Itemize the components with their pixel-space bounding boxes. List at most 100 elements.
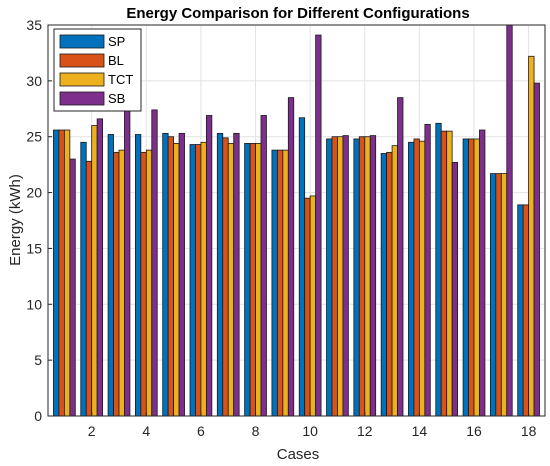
bar-bl-case-17 [495,173,502,417]
bar-sb-case-15 [451,162,459,417]
x-tick-label: 10 [302,423,318,439]
y-tick-label: 30 [26,73,42,89]
bar-tct-case-5 [173,143,180,417]
y-tick-label: 25 [26,129,42,145]
bar-sb-case-6 [205,115,213,417]
bar-sb-case-8 [260,115,267,417]
bar-sp-case-9 [271,149,278,417]
bar-tct-case-6 [200,141,207,417]
x-tick-label: 18 [521,423,537,439]
bar-bl-case-2 [85,160,93,417]
y-tick-label: 5 [34,352,42,368]
x-axis-label: Cases [277,446,320,463]
bar-tct-case-12 [364,136,371,417]
bar-sp-case-1 [53,129,60,417]
legend-label-bl: BL [108,53,124,68]
bar-sp-case-13 [380,153,388,417]
bar-sp-case-6 [189,144,196,417]
bar-tct-case-9 [282,149,289,417]
bar-bl-case-14 [413,138,420,417]
bar-bl-case-5 [167,136,175,417]
bar-tct-case-8 [255,143,262,417]
bar-bl-case-12 [358,136,366,417]
chart-title: Energy Comparison for Different Configur… [126,5,469,22]
bar-bl-case-6 [195,144,202,417]
bar-bl-case-7 [222,137,229,417]
bar-sb-case-7 [233,132,240,417]
bar-sp-case-8 [244,143,251,417]
x-tick-label: 2 [88,423,96,439]
bar-bl-case-18 [522,204,530,417]
bar-sp-case-3 [107,134,114,417]
legend-swatch-bl [59,53,105,68]
legend-label-tct: TCT [108,72,133,87]
y-axis-label: Energy (kWh) [7,174,24,266]
bar-sb-case-16 [479,129,486,417]
bars [53,24,540,417]
legend-swatch-tct [59,72,105,87]
x-tick-label: 12 [357,423,373,439]
y-axis-ticks: 0 5 10 15 20 25 30 35 [26,17,52,424]
bar-sp-case-5 [162,132,169,417]
bar-sb-case-2 [96,118,104,417]
bar-sp-case-11 [326,138,333,417]
bar-sb-case-10 [315,34,322,417]
y-tick-label: 35 [26,17,42,33]
bar-sp-case-14 [408,141,415,417]
bar-sb-case-9 [287,97,295,417]
bar-sb-case-18 [533,82,540,417]
bar-tct-case-3 [118,149,125,417]
legend-label-sb: SB [108,91,125,106]
bar-bl-case-11 [331,136,338,417]
bar-sb-case-13 [397,97,404,417]
y-tick-label: 15 [26,240,42,256]
bar-sb-case-3 [124,109,131,417]
bar-tct-case-13 [391,145,398,417]
bar-sb-case-5 [178,132,185,417]
bar-bl-case-3 [113,151,120,417]
bar-tct-case-15 [446,130,453,417]
y-tick-label: 20 [26,185,42,201]
legend: SP BL TCT SB [53,28,142,112]
x-axis-ticks: 2 4 6 8 10 12 14 16 18 [88,412,537,439]
bar-sp-case-15 [435,122,442,417]
bar-bl-case-16 [468,138,475,417]
bar-sp-case-16 [462,138,469,417]
bar-tct-case-17 [500,173,508,417]
y-tick-label: 10 [26,296,42,312]
legend-swatch-sb [59,91,105,106]
bar-sp-case-10 [298,117,306,417]
plot-area-frame [47,24,546,417]
bar-tct-case-4 [145,149,153,417]
legend-swatch-sp [59,34,105,49]
bar-tct-case-7 [227,143,235,417]
bar-sp-case-4 [134,134,142,417]
bar-bl-case-1 [58,129,65,417]
x-tick-label: 16 [466,423,482,439]
x-tick-label: 6 [197,423,205,439]
bar-sp-case-18 [517,204,524,417]
bar-bl-case-8 [249,143,256,417]
bar-bl-case-10 [304,197,311,417]
bar-sp-case-7 [216,132,224,417]
bar-tct-case-16 [473,138,480,417]
bar-sp-case-12 [353,138,360,417]
bar-tct-case-2 [91,125,98,417]
bar-tct-case-1 [63,129,71,417]
bar-bl-case-4 [140,151,147,417]
bar-sp-case-17 [489,173,497,417]
x-tick-label: 14 [412,423,428,439]
bar-bl-case-9 [276,149,284,417]
bar-tct-case-18 [528,55,535,417]
bar-sb-case-17 [506,24,513,417]
legend-label-sp: SP [108,34,125,49]
bar-sb-case-14 [424,124,431,417]
y-tick-label: 0 [34,408,42,424]
bar-sb-case-11 [342,135,349,417]
bar-bl-case-13 [386,151,393,417]
bar-bl-case-15 [440,130,448,417]
bar-tct-case-11 [337,136,344,417]
bar-tct-case-14 [418,140,426,417]
bar-sb-case-4 [151,109,158,417]
